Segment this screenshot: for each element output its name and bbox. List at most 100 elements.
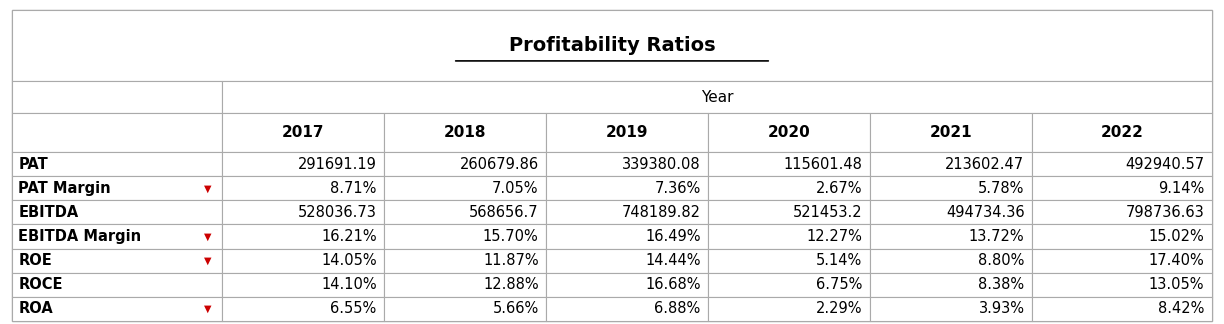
Bar <box>546 249 707 272</box>
Text: 2021: 2021 <box>929 125 972 140</box>
Bar <box>12 297 222 321</box>
Text: EBITDA Margin: EBITDA Margin <box>18 229 142 244</box>
Bar <box>546 152 707 176</box>
Text: 2.67%: 2.67% <box>816 181 863 196</box>
Bar <box>546 113 707 152</box>
Text: 213602.47: 213602.47 <box>945 157 1024 172</box>
Bar <box>222 152 384 176</box>
Bar <box>222 113 384 152</box>
Bar <box>870 152 1032 176</box>
Text: 7.05%: 7.05% <box>492 181 539 196</box>
Bar <box>707 201 870 225</box>
Bar <box>546 225 707 249</box>
Text: 2019: 2019 <box>606 125 649 140</box>
Text: 3.93%: 3.93% <box>978 301 1024 316</box>
Text: 15.70%: 15.70% <box>483 229 539 244</box>
Bar <box>707 272 870 297</box>
Bar <box>384 176 546 201</box>
Bar <box>1032 225 1212 249</box>
Bar <box>12 10 1212 81</box>
Bar <box>222 81 1212 113</box>
Bar <box>546 272 707 297</box>
Text: 2020: 2020 <box>767 125 810 140</box>
Bar <box>384 297 546 321</box>
Text: 2017: 2017 <box>282 125 324 140</box>
Text: ▼: ▼ <box>203 232 212 241</box>
Bar <box>1032 297 1212 321</box>
Text: 16.68%: 16.68% <box>645 277 700 292</box>
Bar <box>1032 113 1212 152</box>
Bar <box>384 272 546 297</box>
Bar <box>870 113 1032 152</box>
Bar <box>222 225 384 249</box>
Text: 748189.82: 748189.82 <box>622 205 700 220</box>
Text: 17.40%: 17.40% <box>1148 253 1204 268</box>
Bar <box>870 225 1032 249</box>
Bar <box>870 249 1032 272</box>
Text: ▼: ▼ <box>203 256 212 266</box>
Bar <box>12 201 222 225</box>
Bar <box>12 152 222 176</box>
Text: 13.05%: 13.05% <box>1149 277 1204 292</box>
Bar <box>222 249 384 272</box>
Bar <box>870 201 1032 225</box>
Text: 798736.63: 798736.63 <box>1126 205 1204 220</box>
Text: ROE: ROE <box>18 253 53 268</box>
Bar <box>546 201 707 225</box>
Text: 8.42%: 8.42% <box>1158 301 1204 316</box>
Text: 6.75%: 6.75% <box>816 277 863 292</box>
Text: ▼: ▼ <box>203 183 212 193</box>
Bar <box>707 297 870 321</box>
Text: 2022: 2022 <box>1100 125 1143 140</box>
Text: 494734.36: 494734.36 <box>946 205 1024 220</box>
Bar <box>870 297 1032 321</box>
Text: 14.44%: 14.44% <box>645 253 700 268</box>
Bar <box>1032 272 1212 297</box>
Bar <box>12 113 222 152</box>
Text: 260679.86: 260679.86 <box>459 157 539 172</box>
Text: 6.55%: 6.55% <box>330 301 377 316</box>
Text: 521453.2: 521453.2 <box>793 205 863 220</box>
Bar <box>1032 152 1212 176</box>
Bar <box>222 201 384 225</box>
Text: ▼: ▼ <box>203 304 212 314</box>
Text: 291691.19: 291691.19 <box>297 157 377 172</box>
Text: ROA: ROA <box>18 301 53 316</box>
Bar <box>707 249 870 272</box>
Bar <box>707 113 870 152</box>
Bar <box>707 225 870 249</box>
Text: Year: Year <box>700 90 733 105</box>
Bar <box>1032 249 1212 272</box>
Bar <box>1032 201 1212 225</box>
Bar <box>222 297 384 321</box>
Bar <box>12 225 222 249</box>
Bar <box>12 81 222 113</box>
Bar <box>384 225 546 249</box>
Text: 339380.08: 339380.08 <box>622 157 700 172</box>
Text: PAT: PAT <box>18 157 48 172</box>
Text: 14.05%: 14.05% <box>321 253 377 268</box>
Text: ROCE: ROCE <box>18 277 62 292</box>
Bar <box>870 176 1032 201</box>
Text: 9.14%: 9.14% <box>1158 181 1204 196</box>
Bar <box>707 152 870 176</box>
Text: 5.14%: 5.14% <box>816 253 863 268</box>
Text: 8.71%: 8.71% <box>330 181 377 196</box>
Bar <box>707 176 870 201</box>
Bar <box>12 272 222 297</box>
Bar <box>222 176 384 201</box>
Text: 5.78%: 5.78% <box>978 181 1024 196</box>
Bar <box>384 201 546 225</box>
Bar <box>12 249 222 272</box>
Text: Profitability Ratios: Profitability Ratios <box>509 36 715 55</box>
Text: 2018: 2018 <box>444 125 486 140</box>
Bar <box>384 113 546 152</box>
Bar <box>870 272 1032 297</box>
Bar <box>12 176 222 201</box>
Bar <box>222 272 384 297</box>
Text: 492940.57: 492940.57 <box>1125 157 1204 172</box>
Text: 115601.48: 115601.48 <box>783 157 863 172</box>
Text: EBITDA: EBITDA <box>18 205 78 220</box>
Text: 2.29%: 2.29% <box>816 301 863 316</box>
Text: 11.87%: 11.87% <box>483 253 539 268</box>
